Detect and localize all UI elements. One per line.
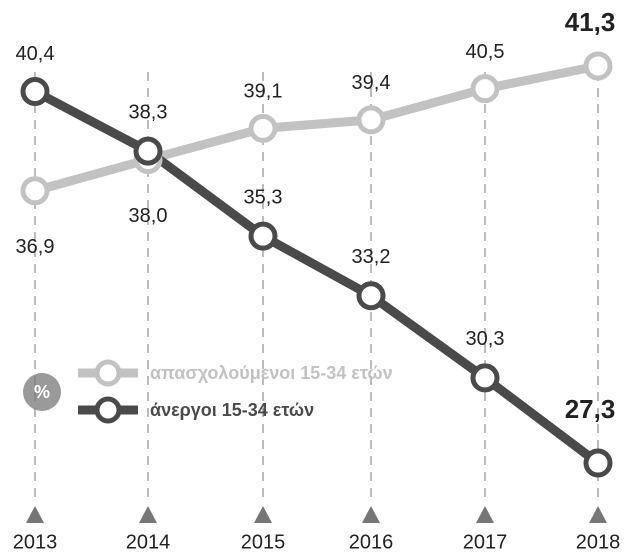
x-tick-label: 2016 [349,531,394,552]
tick-arrow [476,506,494,523]
point [583,51,613,81]
tick-arrow [362,506,380,523]
point [20,176,50,206]
x-tick-label: 2018 [576,531,621,552]
series-line [33,61,599,196]
legend-badge: % [34,382,50,402]
data-label: 30,3 [466,328,505,350]
legend-label: άνεργοι 15-34 ετών [150,400,314,420]
data-label: 40,5 [466,41,505,63]
legend-badge-circle [23,373,61,411]
tick-arrow [254,506,272,523]
tick-arrow [139,506,157,523]
legend-marker [94,359,122,387]
x-tick-label: 2013 [13,531,58,552]
tick-arrow [589,506,607,523]
x-tick-label: 2017 [463,531,508,552]
x-tick-label: 2014 [126,531,171,552]
point [583,448,613,478]
data-label: 41,3 [565,7,616,37]
point [133,136,163,166]
tick-arrow [26,506,44,523]
point [356,105,386,135]
point [470,74,500,104]
data-label: 36,9 [16,236,55,258]
point [470,363,500,393]
data-label: 35,3 [244,186,283,208]
point [248,221,278,251]
point [248,113,278,143]
data-label: 33,2 [352,246,391,268]
point [356,281,386,311]
data-label: 38,0 [129,205,168,227]
legend-marker [94,396,122,424]
legend-label: απασχολούμενοι 15-34 ετών [150,363,393,383]
point [20,77,50,107]
data-label: 39,4 [352,72,391,94]
series-line [32,87,601,467]
data-label: 27,3 [565,394,616,424]
data-label: 40,4 [16,43,55,65]
data-label: 39,1 [244,81,283,103]
data-label: 38,3 [129,101,168,123]
x-tick-label: 2015 [241,531,286,552]
